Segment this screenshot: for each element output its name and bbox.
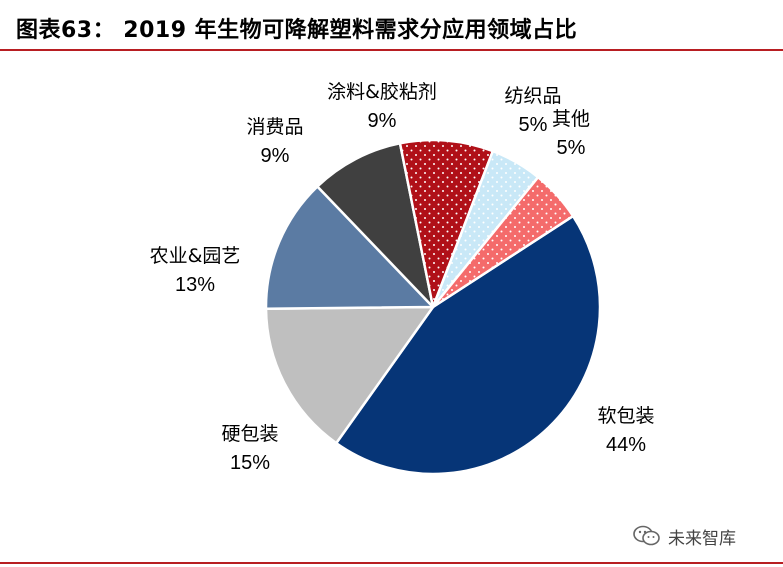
watermark: 未来智库 — [632, 522, 736, 550]
slice-percent-6: 5% — [519, 114, 548, 136]
slice-percent-4: 9% — [261, 145, 290, 167]
title-bar: 图表63： 2019 年生物可降解塑料需求分应用领域占比 — [0, 0, 783, 51]
slice-label-1: 软包装 — [597, 405, 654, 427]
slice-percent-7: 5% — [557, 137, 586, 159]
chart-title: 图表63： 2019 年生物可降解塑料需求分应用领域占比 — [16, 18, 578, 43]
pie-slice-5 — [398, 138, 495, 309]
slice-percent-3: 13% — [175, 274, 215, 296]
slice-label-5: 涂料&胶粘剂 — [327, 81, 437, 103]
watermark-text: 未来智库 — [668, 528, 736, 549]
pie-slice-3 — [264, 185, 435, 310]
pie-slices — [264, 138, 602, 476]
pie-slice-4 — [316, 142, 435, 309]
pie-slice-1 — [335, 214, 602, 476]
slice-label-2: 硬包装 — [221, 423, 278, 445]
slice-label-4: 消费品 — [246, 116, 303, 138]
title-divider — [0, 49, 783, 51]
slice-percent-1: 44% — [606, 434, 646, 456]
slice-label-7: 其他 — [552, 108, 590, 130]
bottom-divider — [0, 562, 783, 564]
slice-label-6: 纺织品 — [504, 85, 561, 107]
pie-slice-2 — [264, 305, 435, 445]
slice-percent-5: 9% — [368, 110, 397, 132]
pie-slice-7 — [431, 175, 575, 309]
wechat-icon — [633, 525, 660, 546]
slice-label-3: 农业&园艺 — [150, 245, 241, 267]
slice-percent-2: 15% — [230, 452, 270, 474]
